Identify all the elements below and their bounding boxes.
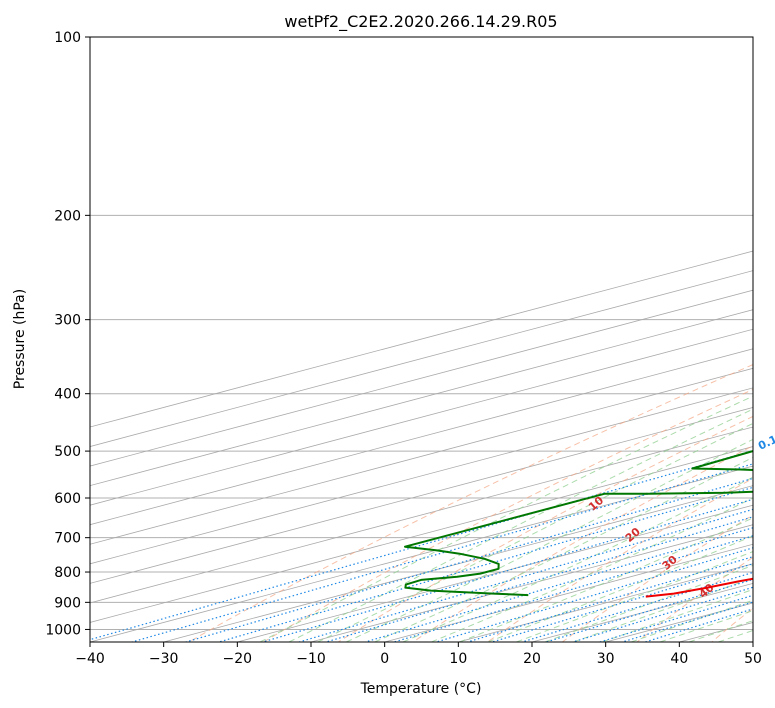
- x-axis: −40 −30 −20 −10 0 10 20 30 40 50: [75, 642, 762, 667]
- y-tick-label: 400: [54, 387, 81, 403]
- isotherm-line: [90, 367, 753, 545]
- moist-adiabat-line: [487, 535, 753, 642]
- mixing-ratio-line: [467, 556, 753, 642]
- mixing-ratio-line: [325, 516, 753, 642]
- y-axis: 100 200 300 400 500 600 700 800 900 1000: [45, 30, 90, 638]
- mixing-ratio-line: [299, 508, 753, 642]
- x-axis-title: Temperature (°C): [360, 681, 482, 697]
- x-tick-label: 40: [670, 651, 688, 667]
- y-tick-label: 800: [54, 565, 81, 581]
- isotherm-line: [90, 289, 753, 467]
- moist-adiabat-line: [459, 517, 753, 642]
- isotherm-line: [310, 524, 753, 642]
- isotherm-line: [90, 387, 753, 565]
- dewpoint-profile-line: [404, 449, 753, 597]
- x-tick-label: −30: [149, 651, 179, 667]
- isotherm-line: [90, 426, 753, 604]
- moist-adiabat-line: [259, 395, 753, 642]
- y-tick-label: 300: [54, 313, 81, 329]
- isotherm-line: [90, 250, 753, 428]
- isotherm-line: [90, 270, 753, 447]
- moist-adiabat-line: [346, 438, 753, 642]
- plot-frame: [89, 36, 754, 643]
- mixing-ratio-line: [218, 486, 753, 642]
- x-tick-label: −10: [296, 651, 326, 667]
- isotherm-line: [163, 485, 753, 642]
- mixing-ratio-line: [185, 477, 753, 642]
- x-tick-label: 50: [744, 651, 762, 667]
- x-tick-label: 20: [523, 651, 541, 667]
- x-tick-label: −40: [75, 651, 105, 667]
- x-tick-label: 0: [380, 651, 389, 667]
- mixing-ratio-line: [131, 463, 753, 642]
- mixing-ratio-line: [546, 578, 753, 642]
- dry-adiabat-line: [487, 477, 753, 642]
- y-tick-label: 200: [54, 208, 81, 224]
- mixing-ratio-line: [90, 450, 752, 641]
- isotherm-line: [237, 504, 753, 642]
- y-tick-label: 900: [54, 595, 81, 611]
- isotherm-line: [90, 407, 753, 584]
- moist-adiabat-line: [402, 476, 753, 642]
- y-tick-label: 100: [54, 30, 81, 46]
- isotherm-line: [90, 465, 753, 642]
- y-tick-label: 1000: [45, 622, 81, 638]
- mixing-ratio-line: [645, 608, 753, 642]
- x-tick-label: −20: [223, 651, 253, 667]
- isotherm-line: [90, 446, 753, 623]
- y-tick-label: 500: [54, 444, 81, 460]
- dry-adiabat-line: [337, 415, 753, 642]
- isotherm-line: [90, 309, 753, 487]
- chart-title: wetPf2_C2E2.2020.266.14.29.R05: [284, 12, 557, 32]
- mixing-ratio-label: 0.1: [756, 433, 775, 453]
- y-tick-label: 700: [54, 531, 81, 547]
- moist-adiabat-line: [544, 564, 753, 642]
- y-axis-title: Pressure (hPa): [12, 289, 28, 389]
- series-group: [404, 449, 753, 598]
- mixing-ratio-line: [599, 594, 753, 642]
- x-tick-label: 30: [597, 651, 615, 667]
- y-tick-label: 600: [54, 491, 81, 507]
- isotherm-line: [90, 328, 753, 506]
- background-lines: [90, 37, 753, 642]
- x-tick-label: 10: [449, 651, 467, 667]
